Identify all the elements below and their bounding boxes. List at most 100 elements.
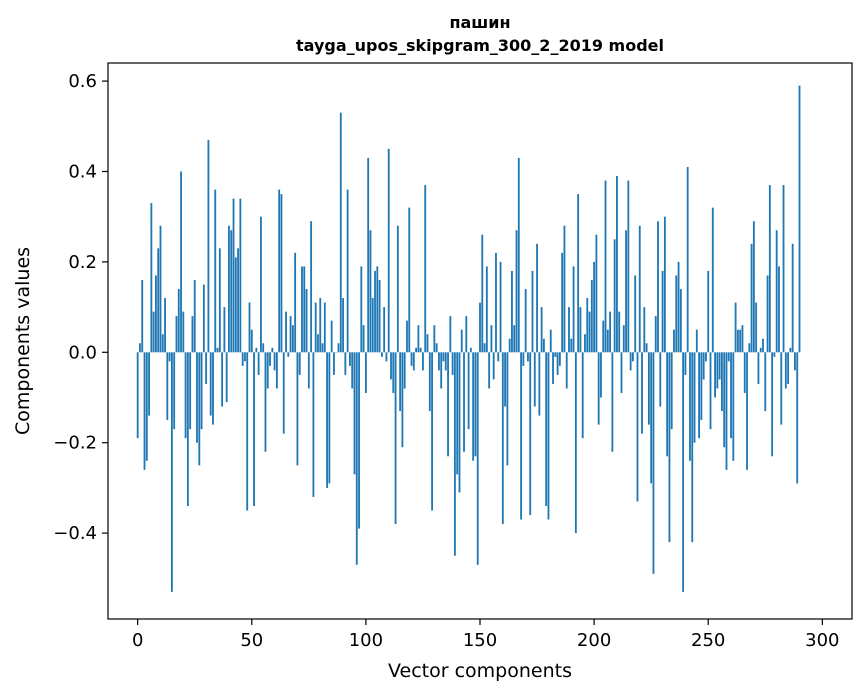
x-tick-label: 150 xyxy=(463,630,497,651)
bar xyxy=(565,352,568,389)
bar xyxy=(216,347,219,353)
bar xyxy=(460,329,463,353)
bar xyxy=(228,225,230,353)
bar xyxy=(647,352,650,425)
x-tick-label: 250 xyxy=(691,630,725,651)
bar xyxy=(538,352,541,416)
bar xyxy=(339,112,342,353)
bar xyxy=(586,298,589,353)
bar xyxy=(746,352,748,470)
bar xyxy=(547,352,550,520)
bar xyxy=(481,234,484,353)
bar xyxy=(476,352,479,565)
bar xyxy=(782,185,785,353)
bar xyxy=(657,221,659,353)
bar xyxy=(362,325,365,353)
bar xyxy=(456,352,459,475)
bar xyxy=(170,352,173,592)
y-tick-label: 0.2 xyxy=(68,252,97,273)
bar xyxy=(762,338,764,353)
bar xyxy=(378,279,381,353)
bar xyxy=(298,352,301,375)
bar xyxy=(145,352,148,461)
bar xyxy=(563,225,566,353)
bar xyxy=(616,176,618,353)
bar xyxy=(175,316,178,353)
bar xyxy=(675,275,678,353)
bar xyxy=(241,352,244,366)
bar xyxy=(755,302,758,353)
bar xyxy=(718,352,721,380)
bar xyxy=(280,194,283,353)
bar xyxy=(467,352,470,430)
plot-frame xyxy=(107,62,853,620)
bar xyxy=(323,302,326,353)
bar xyxy=(196,352,198,443)
bar xyxy=(568,307,570,353)
bar xyxy=(351,352,354,389)
bar xyxy=(152,311,155,353)
bar xyxy=(490,325,493,353)
y-tick-label: 0.0 xyxy=(68,342,97,363)
bar xyxy=(748,343,751,353)
bar xyxy=(392,352,395,393)
bar xyxy=(727,352,730,362)
bar xyxy=(177,289,180,353)
bar xyxy=(444,352,447,371)
y-axis-ticks: −0.4 −0.2 0.0 0.2 0.4 0.6 xyxy=(53,71,108,544)
bar xyxy=(597,352,600,425)
bar xyxy=(212,352,214,425)
x-tick-label: 100 xyxy=(349,630,383,651)
bar xyxy=(244,352,246,362)
bar xyxy=(305,289,308,353)
bar xyxy=(262,343,265,353)
bar xyxy=(465,316,468,353)
bars-group xyxy=(136,85,801,592)
bar xyxy=(593,261,596,353)
bar xyxy=(214,189,217,353)
bar xyxy=(707,270,710,353)
bar xyxy=(602,320,605,353)
bar xyxy=(253,352,255,506)
bar xyxy=(168,352,171,362)
bar xyxy=(317,334,319,353)
bar xyxy=(269,352,271,366)
bar xyxy=(225,352,228,403)
bar xyxy=(310,221,313,353)
bar xyxy=(406,320,408,353)
chart-subtitle: tayga_upos_skipgram_300_2_2019 model xyxy=(296,36,664,55)
bar xyxy=(364,352,367,393)
bar xyxy=(485,266,488,353)
bar xyxy=(794,352,796,371)
bar xyxy=(376,266,379,353)
bar xyxy=(371,298,374,353)
bar xyxy=(549,329,552,353)
bar xyxy=(752,221,755,353)
bar xyxy=(164,298,166,353)
bar xyxy=(570,338,573,353)
bar xyxy=(360,266,363,353)
bar xyxy=(636,352,639,502)
bar xyxy=(741,325,744,353)
y-tick-label: −0.2 xyxy=(53,433,97,454)
bar xyxy=(600,352,602,398)
bar xyxy=(730,352,732,439)
bar xyxy=(367,157,370,353)
bar xyxy=(472,352,475,461)
bar xyxy=(184,352,187,439)
bar xyxy=(285,311,287,353)
bar xyxy=(556,352,559,375)
bar xyxy=(638,225,641,353)
bar xyxy=(522,352,525,366)
bar xyxy=(511,270,513,353)
bar xyxy=(287,352,290,357)
bar xyxy=(301,266,303,353)
bar xyxy=(303,266,306,353)
bar xyxy=(426,334,429,353)
bar xyxy=(237,248,239,353)
bar xyxy=(344,352,347,375)
bar xyxy=(698,352,701,439)
bar xyxy=(682,352,685,592)
bar xyxy=(663,216,666,353)
bar xyxy=(193,279,196,353)
